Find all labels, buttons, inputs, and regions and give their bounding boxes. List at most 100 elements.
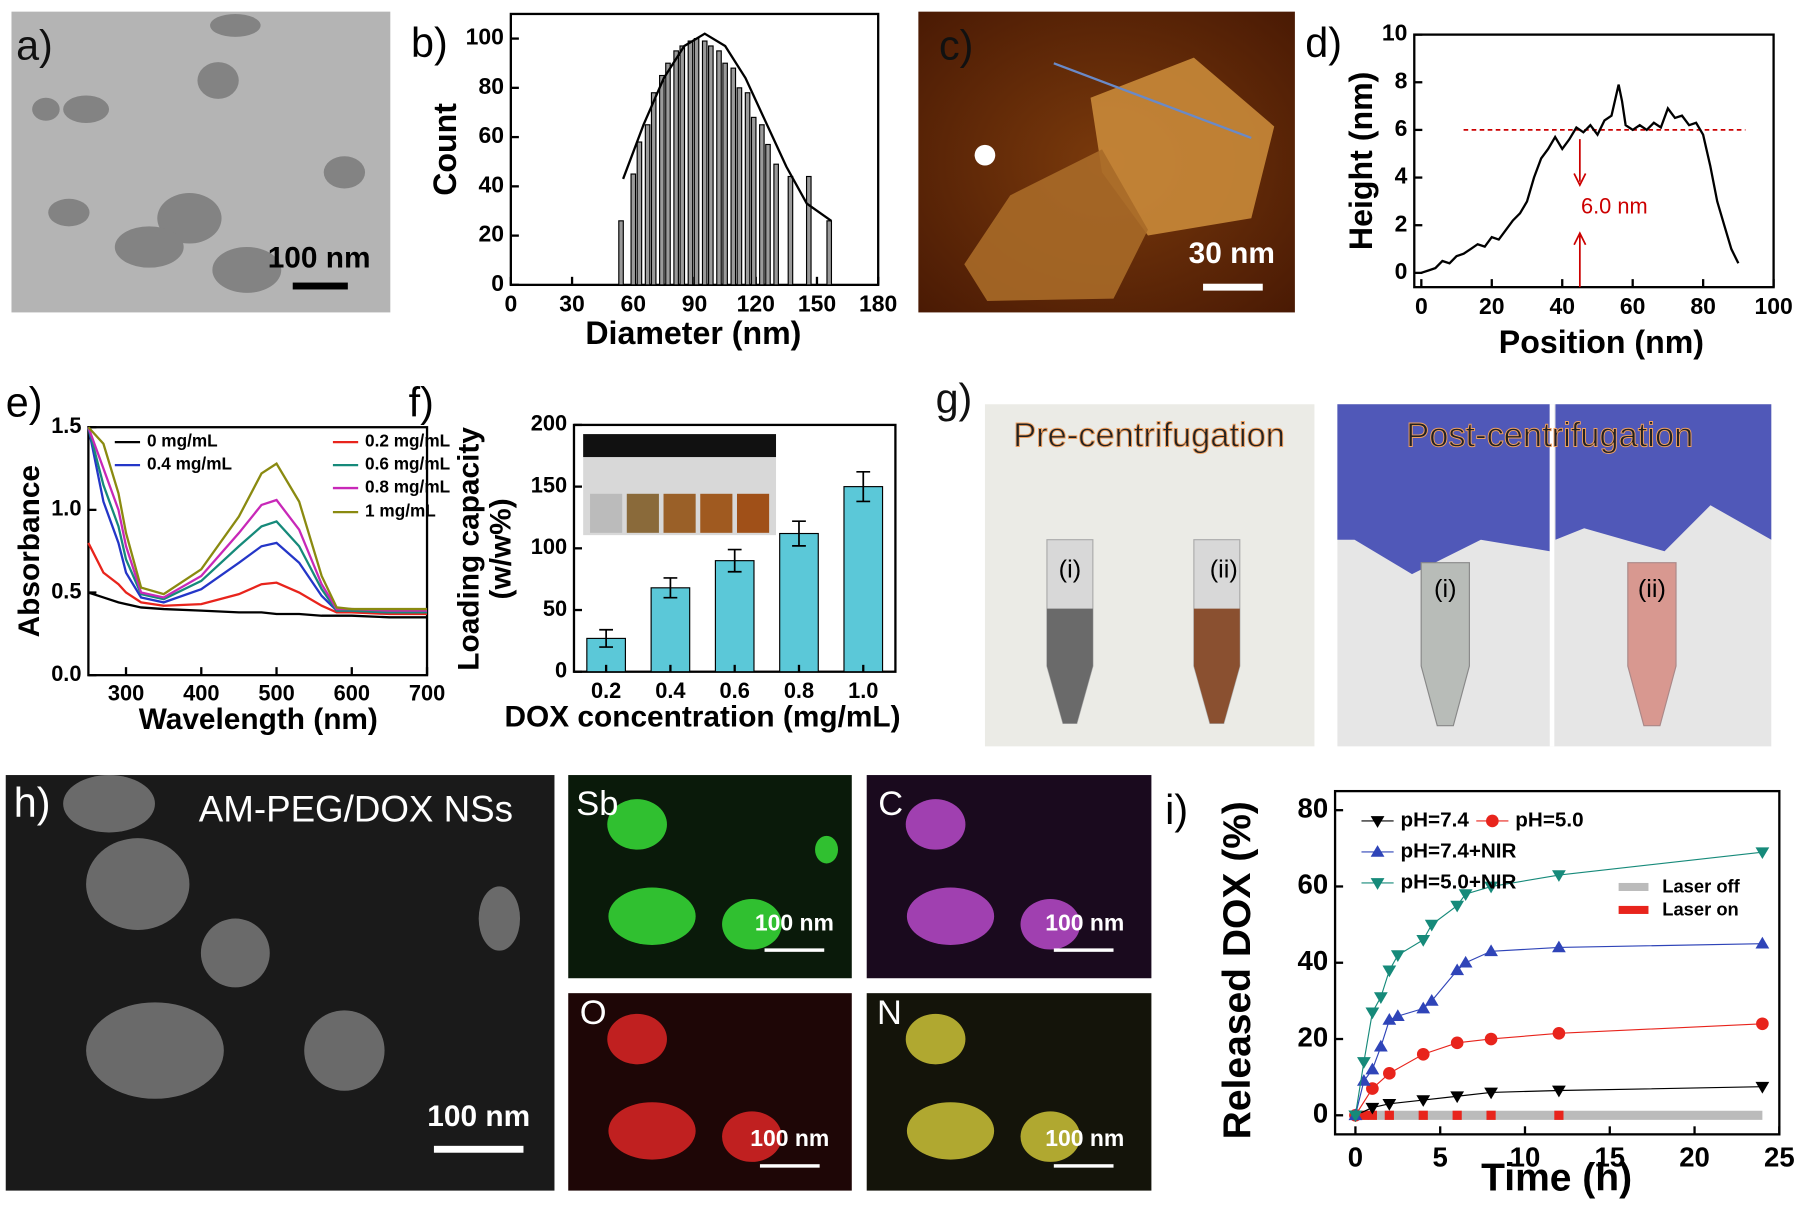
bar — [650, 92, 657, 286]
bar — [687, 40, 694, 286]
y-tick-label: 10 — [1382, 20, 1408, 46]
y-tick-label: 0 — [1395, 258, 1408, 284]
y-tick-label: 6 — [1395, 115, 1408, 141]
x-tick-label: 1.0 — [848, 678, 878, 703]
x-tick-label: 20 — [1679, 1141, 1710, 1172]
legend-label: 1 mg/mL — [365, 501, 436, 521]
bar — [701, 40, 708, 286]
series-line — [87, 426, 428, 614]
error-bar — [856, 470, 871, 503]
y-tick-label: 100 — [531, 534, 567, 559]
bar — [744, 92, 751, 286]
flakes — [63, 775, 521, 1099]
bar — [736, 87, 743, 286]
marker — [1450, 1036, 1464, 1050]
marker — [1370, 878, 1385, 890]
element-label: N — [877, 994, 902, 1032]
bar — [708, 45, 714, 286]
marker — [1348, 1110, 1363, 1123]
panel-label: d) — [1305, 20, 1342, 66]
marker — [1370, 845, 1385, 857]
glove — [1337, 404, 1550, 575]
plot-frame — [1413, 33, 1775, 289]
arrow — [1573, 139, 1587, 187]
error-bar — [663, 577, 678, 599]
x-tick-label: 15 — [1594, 1141, 1625, 1172]
bar — [673, 50, 679, 286]
map-n: N 100 nm — [866, 993, 1152, 1191]
x-axis-label: Time (h) — [1481, 1157, 1632, 1200]
flake — [1090, 57, 1275, 236]
y-tick-label: 8 — [1395, 67, 1408, 93]
x-tick-label: 600 — [334, 681, 370, 706]
y-tick-label: 1.5 — [51, 413, 81, 438]
legend-label: pH=5.0+NIR — [1401, 870, 1517, 893]
flakes — [32, 13, 366, 293]
x-tick-label: 25 — [1764, 1141, 1795, 1172]
particle — [974, 144, 996, 166]
scale-bar — [433, 1145, 524, 1153]
bar — [759, 124, 765, 286]
marker — [1390, 1009, 1405, 1021]
haadf-image — [5, 775, 555, 1191]
laser-on-mark — [1359, 1110, 1369, 1120]
marker — [1416, 1047, 1430, 1061]
marker — [1486, 814, 1499, 828]
scale-label: 100 nm — [268, 241, 371, 274]
marker — [1416, 935, 1431, 947]
legend-label: pH=5.0 — [1515, 808, 1583, 831]
error-bar — [599, 628, 614, 648]
legend-label: pH=7.4+NIR — [1401, 839, 1517, 862]
panel-label: c) — [939, 22, 973, 68]
panel-label: h) — [14, 780, 51, 826]
legend-swatch — [1618, 905, 1649, 914]
x-tick-label: 0.4 — [655, 678, 685, 703]
x-tick-label: 60 — [621, 291, 647, 317]
panel-label: g) — [936, 376, 973, 422]
tube — [1420, 562, 1470, 727]
y-tick-label: 0 — [555, 657, 567, 682]
marker — [1382, 1013, 1397, 1025]
x-tick-label: 120 — [737, 291, 775, 317]
marker — [1552, 870, 1566, 882]
marker — [1450, 1091, 1465, 1104]
x-tick-label: 80 — [1690, 293, 1716, 319]
bar — [650, 587, 691, 673]
bar — [765, 143, 771, 286]
marker — [1357, 1057, 1371, 1069]
image-title: AM-PEG/DOX NSs — [199, 788, 513, 829]
map-c: C 100 nm — [866, 775, 1152, 979]
x-tick-label: 10 — [1510, 1141, 1541, 1172]
bar — [659, 74, 665, 286]
scale-label: 100 nm — [750, 1125, 829, 1151]
bar — [618, 220, 624, 286]
legend-label: Laser off — [1662, 875, 1740, 896]
laser-on-mark — [1486, 1110, 1496, 1120]
scale-label: 100 nm — [1045, 909, 1124, 935]
bar — [679, 45, 686, 286]
x-tick-label: 5 — [1433, 1141, 1448, 1172]
bar — [730, 67, 737, 286]
marker — [1416, 1095, 1431, 1107]
marker — [1756, 1017, 1769, 1031]
marker — [1484, 944, 1498, 957]
panel-label: a) — [16, 22, 53, 68]
y-tick-label: 80 — [478, 73, 504, 99]
x-tick-label: 100 — [1754, 293, 1792, 319]
x-axis-label: Position (nm) — [1499, 324, 1704, 360]
marker — [1450, 963, 1465, 976]
tube-label: (ii) — [1638, 575, 1666, 603]
y-tick-label: 60 — [1298, 869, 1329, 900]
panel-h: h) AM-PEG/DOX NSs 100 nm Sb 100 nm C 100… — [5, 775, 1152, 1191]
map-sb: Sb 100 nm — [568, 775, 852, 979]
inset-photo — [583, 434, 777, 536]
y-tick-label: 150 — [531, 472, 567, 497]
y-axis-label: Count — [427, 103, 463, 196]
series-line — [88, 591, 428, 619]
panel-a: a) 100 nm — [11, 11, 391, 313]
y-axis-label: Height (nm) — [1343, 72, 1379, 250]
bar — [773, 163, 779, 286]
y-tick-label: 60 — [478, 122, 504, 148]
laser-on-mark — [1452, 1110, 1462, 1120]
laser-on-mark — [1418, 1110, 1428, 1120]
